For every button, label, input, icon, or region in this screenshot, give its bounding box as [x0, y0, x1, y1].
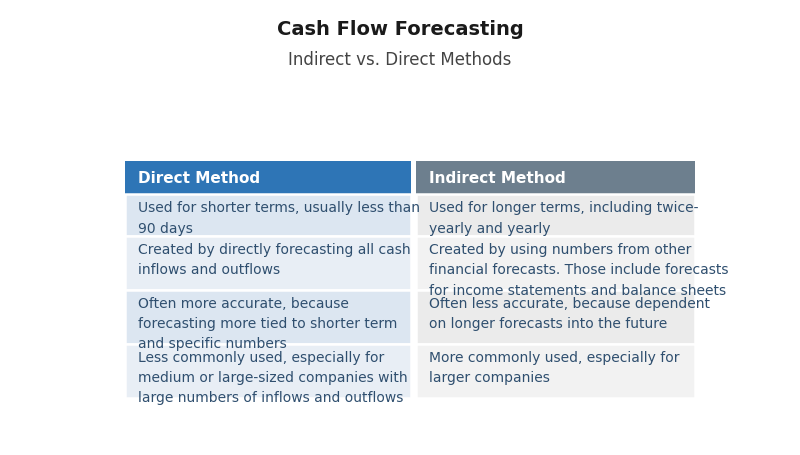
Text: Cash Flow Forecasting: Cash Flow Forecasting	[277, 20, 523, 39]
Bar	[125, 344, 410, 398]
Text: Created by directly forecasting all cash
inflows and outflows: Created by directly forecasting all cash…	[138, 243, 411, 277]
Text: Created by using numbers from other
financial forecasts. Those include forecasts: Created by using numbers from other fina…	[430, 243, 729, 297]
Bar	[125, 195, 410, 237]
Bar	[125, 162, 410, 195]
Text: Used for shorter terms, usually less than
90 days: Used for shorter terms, usually less tha…	[138, 201, 421, 235]
Bar	[415, 290, 695, 344]
Text: Less commonly used, especially for
medium or large-sized companies with
large nu: Less commonly used, especially for mediu…	[138, 350, 408, 404]
Bar	[415, 195, 695, 237]
Text: More commonly used, especially for
larger companies: More commonly used, especially for large…	[430, 350, 680, 384]
Text: Often less accurate, because dependent
on longer forecasts into the future: Often less accurate, because dependent o…	[430, 297, 710, 331]
Bar	[125, 290, 410, 344]
Bar	[125, 237, 410, 290]
Text: Used for longer terms, including twice-
yearly and yearly: Used for longer terms, including twice- …	[430, 201, 698, 235]
Bar	[415, 344, 695, 398]
Bar	[415, 237, 695, 290]
Text: Often more accurate, because
forecasting more tied to shorter term
and specific : Often more accurate, because forecasting…	[138, 297, 398, 351]
Text: Indirect Method: Indirect Method	[430, 171, 566, 186]
Text: Direct Method: Direct Method	[138, 171, 261, 186]
Text: Indirect vs. Direct Methods: Indirect vs. Direct Methods	[288, 51, 512, 69]
Bar	[415, 162, 695, 195]
